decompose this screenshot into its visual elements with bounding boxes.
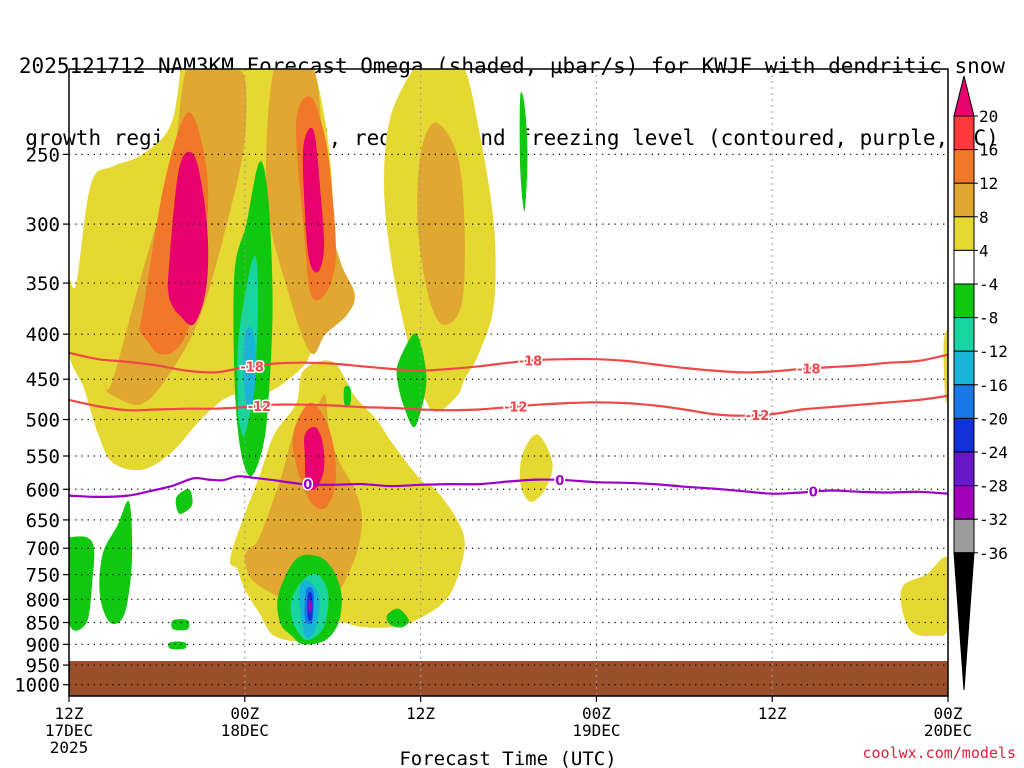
x-tick-label-0-1: 17DEC — [45, 721, 93, 740]
colorbar-box-8 — [953, 350, 975, 386]
colorbar: 20 16 12 8 4 -4 -8 -12 -16 -20 -24 -28 -32 -36 — [953, 75, 1008, 691]
contour-label--18-1: -18 — [519, 355, 543, 370]
colorbar-label--4: -4 — [979, 275, 998, 294]
y-tick-label-850: 850 — [26, 613, 60, 635]
colorbar-label-8: 8 — [979, 208, 989, 227]
colorbar-box-2 — [953, 149, 975, 184]
x-tick-label-48-0: 12Z — [758, 704, 787, 723]
x-tick-label-60-0: 00Z — [934, 704, 963, 723]
omega-region-5 — [943, 330, 948, 403]
contour-label--12-1: -12 — [504, 400, 528, 415]
colorbar-label--28: -28 — [979, 477, 1008, 496]
colorbar-label-20: 20 — [979, 107, 998, 126]
y-tick-label-700: 700 — [26, 538, 60, 560]
x-tick-label-0-2: 2025 — [50, 738, 89, 757]
colorbar-box-7 — [953, 317, 975, 352]
omega-region-26 — [343, 385, 352, 406]
omega-region-13 — [167, 151, 209, 326]
colorbar-box-9 — [953, 384, 975, 419]
omega-region-20 — [396, 333, 427, 428]
contour-line--18 — [69, 351, 948, 374]
contour-label-0-0: 0 — [303, 478, 312, 493]
colorbar-label-16: 16 — [979, 141, 998, 160]
omega-region-3 — [519, 434, 553, 502]
colorbar-bottom-triangle — [953, 552, 975, 691]
y-tick-label-400: 400 — [26, 324, 60, 346]
x-tick-label-24-0: 12Z — [406, 704, 435, 723]
contour-label--18-2: -18 — [797, 362, 821, 377]
credit-link[interactable]: coolwx.com/models — [862, 744, 1016, 762]
colorbar-label-4: 4 — [979, 241, 989, 260]
axes: 2503003504004505005506006507007508008509… — [14, 68, 972, 768]
omega-region-33 — [308, 600, 312, 613]
x-tick-label-60-1: 20DEC — [924, 721, 972, 740]
y-tick-label-450: 450 — [26, 369, 60, 391]
y-tick-label-600: 600 — [26, 479, 60, 501]
x-tick-label-36-1: 19DEC — [572, 721, 620, 740]
contour-line-0 — [69, 475, 948, 499]
colorbar-box-11 — [953, 451, 975, 487]
colorbar-label--16: -16 — [979, 376, 1008, 395]
colorbar-box-10 — [953, 417, 975, 453]
contour-label-0-2: 0 — [809, 486, 818, 501]
y-tick-label-350: 350 — [26, 273, 60, 295]
omega-region-21 — [519, 92, 528, 212]
x-tick-label-0-0: 12Z — [55, 704, 84, 723]
omega-region-4 — [900, 557, 948, 637]
y-tick-label-900: 900 — [26, 634, 60, 656]
colorbar-label--36: -36 — [979, 544, 1008, 563]
plot-frame — [68, 68, 949, 697]
ground-layer — [69, 661, 948, 696]
colorbar-label--20: -20 — [979, 409, 1008, 428]
ground-fill — [69, 661, 948, 696]
y-tick-label-1000: 1000 — [14, 675, 60, 697]
x-tick-label-12-1: 18DEC — [221, 721, 269, 740]
colorbar-box-4 — [953, 216, 975, 251]
x-tick-label-36-0: 00Z — [582, 704, 611, 723]
x-tick-label-12-0: 00Z — [230, 704, 259, 723]
colorbar-label--32: -32 — [979, 510, 1008, 529]
y-tick-label-300: 300 — [26, 214, 60, 236]
contour-label--12-0: -12 — [248, 400, 272, 415]
y-tick-label-500: 500 — [26, 410, 60, 432]
colorbar-box-5 — [953, 249, 975, 285]
colorbar-label--12: -12 — [979, 342, 1008, 361]
omega-region-14 — [302, 127, 324, 273]
omega-shading — [69, 69, 948, 650]
colorbar-label-12: 12 — [979, 174, 998, 193]
y-tick-label-550: 550 — [26, 446, 60, 468]
omega-region-19 — [99, 500, 133, 624]
grid-lines — [69, 69, 948, 696]
colorbar-box-1 — [953, 115, 975, 151]
omega-region-24 — [171, 619, 190, 631]
title-line-1: 2025121712 NAM3KM Forecast Omega (shaded… — [18, 54, 1006, 78]
omega-region-23 — [175, 489, 193, 514]
contour-label-0-1: 0 — [555, 474, 564, 489]
colorbar-box-12 — [953, 485, 975, 520]
omega-region-18 — [69, 536, 95, 631]
omega-region-29 — [243, 327, 257, 409]
contour-label--12-2: -12 — [746, 409, 770, 424]
x-axis-label: Forecast Time (UTC) — [399, 748, 616, 768]
y-tick-label-800: 800 — [26, 589, 60, 611]
y-tick-label-950: 950 — [26, 655, 60, 677]
colorbar-label--24: -24 — [979, 443, 1008, 462]
contour-label--18-0: -18 — [240, 360, 264, 375]
colorbar-box-13 — [953, 518, 975, 554]
colorbar-box-6 — [953, 283, 975, 319]
y-tick-label-750: 750 — [26, 565, 60, 587]
temperature-contours: -18 -18 -18 -12 -12 -12 0 0 0 — [69, 351, 948, 502]
y-tick-label-650: 650 — [26, 510, 60, 532]
contour-line--12 — [69, 394, 948, 417]
omega-region-15 — [304, 426, 325, 491]
y-tick-label-250: 250 — [26, 144, 60, 166]
colorbar-box-3 — [953, 182, 975, 218]
colorbar-label--8: -8 — [979, 309, 998, 328]
colorbar-top-triangle — [953, 75, 975, 117]
omega-region-25 — [168, 641, 187, 650]
